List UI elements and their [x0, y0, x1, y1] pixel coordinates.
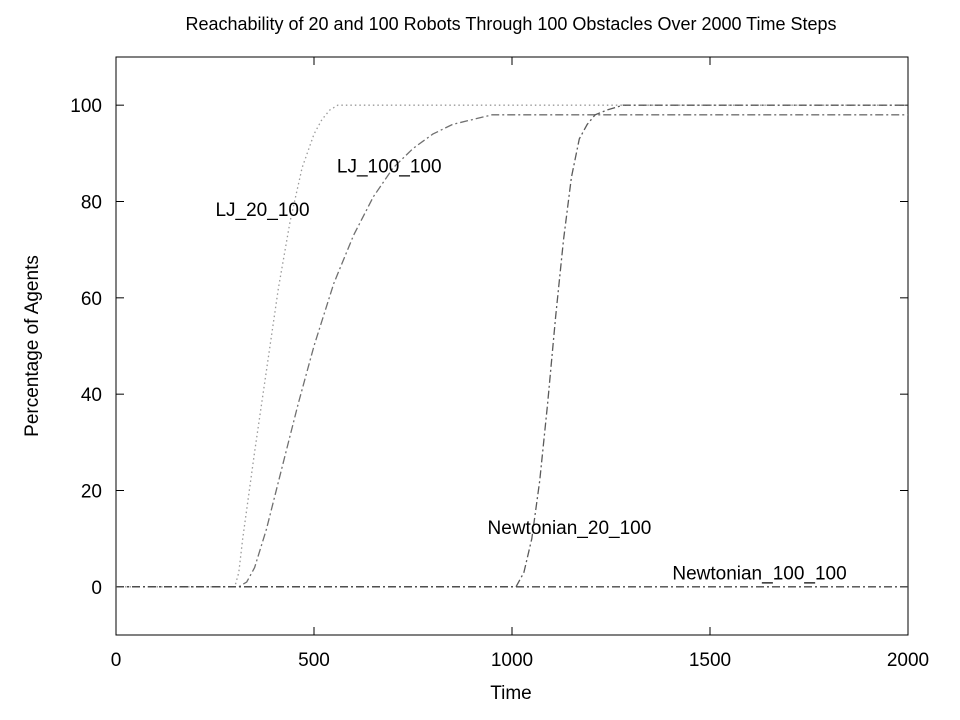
series-line-1	[116, 114, 908, 588]
y-tick-label: 60	[81, 289, 102, 310]
axis-ticks: 0 500 1000 1500 2000 0 20 40 60 80 100	[70, 57, 929, 671]
series-label: LJ_100_100	[337, 157, 442, 178]
series-line-0	[116, 104, 908, 588]
x-tick-label: 2000	[887, 650, 929, 671]
series-label: Newtonian_20_100	[488, 518, 652, 539]
x-tick-label: 1500	[689, 650, 731, 671]
y-tick-label: 100	[70, 96, 102, 117]
x-axis-label: Time	[490, 683, 532, 704]
y-tick-label: 20	[81, 482, 102, 503]
series-label: LJ_20_100	[215, 200, 309, 221]
y-tick-label: 40	[81, 385, 102, 406]
series-labels: LJ_20_100 LJ_100_100 Newtonian_20_100 Newto…	[215, 157, 846, 585]
chart-title: Reachability of 20 and 100 Robots Throug…	[185, 14, 836, 34]
x-tick-label: 500	[298, 650, 330, 671]
y-tick-label: 80	[81, 193, 102, 214]
x-tick-label: 1000	[491, 650, 533, 671]
series-line-2	[116, 104, 908, 588]
y-axis-label: Percentage of Agents	[22, 255, 43, 437]
series-layer	[116, 104, 908, 588]
x-tick-label: 0	[111, 650, 122, 671]
y-tick-label: 0	[91, 578, 102, 599]
plot-frame	[115, 56, 909, 636]
series-label: Newtonian_100_100	[672, 564, 846, 585]
